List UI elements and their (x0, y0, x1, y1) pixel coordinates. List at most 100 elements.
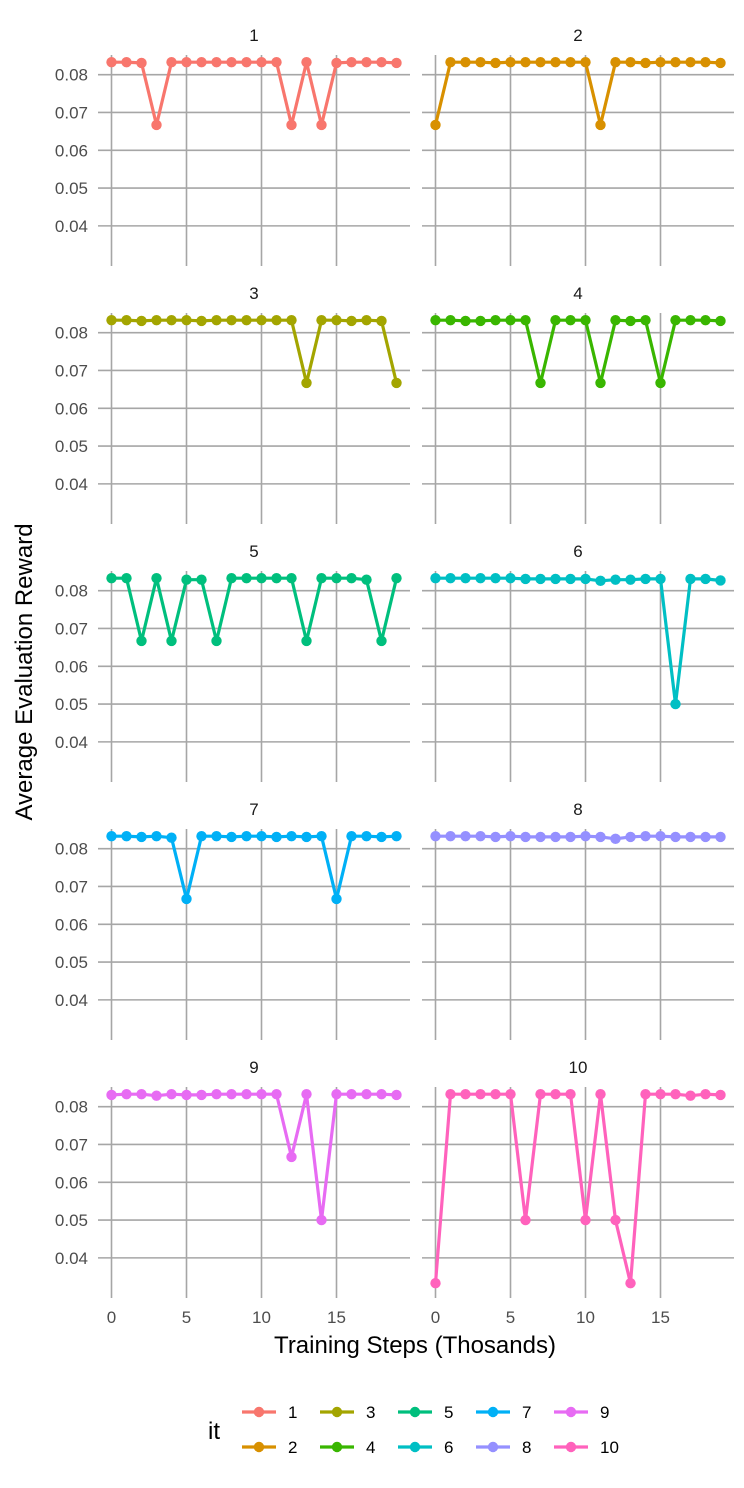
x-tick-label: 5 (506, 1308, 515, 1327)
data-point (685, 1090, 696, 1101)
data-point (121, 314, 132, 326)
data-point (445, 830, 456, 842)
data-point (256, 56, 267, 68)
data-point (256, 830, 267, 842)
data-point (226, 56, 237, 68)
data-point (535, 573, 546, 585)
data-point (520, 314, 531, 326)
data-point (181, 314, 192, 326)
data-point (106, 56, 117, 68)
data-point (565, 314, 576, 326)
data-point (211, 1088, 222, 1100)
data-point (460, 572, 471, 584)
x-tick-label: 10 (576, 1308, 595, 1327)
data-point (391, 572, 402, 584)
y-tick-label: 0.08 (55, 1098, 88, 1117)
data-point (136, 57, 147, 69)
data-point (376, 831, 387, 843)
data-point (121, 56, 132, 68)
data-point (271, 831, 282, 843)
data-point (226, 572, 237, 584)
data-point (286, 314, 297, 326)
data-point (286, 572, 297, 584)
x-axis-title: Training Steps (Thosands) (274, 1332, 556, 1359)
y-tick-label: 0.04 (55, 991, 88, 1010)
data-point (361, 1088, 372, 1100)
data-point (106, 830, 117, 842)
series-line-3 (111, 318, 399, 385)
legend-key-point (487, 1441, 499, 1453)
data-point (700, 573, 711, 585)
data-point (565, 1088, 576, 1100)
y-tick-label: 0.07 (55, 1135, 88, 1154)
data-point (565, 56, 576, 68)
strip-label-9: 9 (249, 1058, 258, 1077)
legend-label: 4 (366, 1438, 375, 1457)
data-point (241, 314, 252, 326)
data-point (670, 831, 681, 843)
y-tick-label: 0.04 (55, 217, 88, 236)
data-point (520, 56, 531, 68)
y-tick-label: 0.05 (55, 1211, 88, 1230)
legend-label: 8 (522, 1438, 531, 1457)
data-point (106, 572, 117, 584)
data-point (136, 831, 147, 843)
y-tick-label: 0.08 (55, 324, 88, 343)
data-point (700, 831, 711, 843)
data-point (121, 572, 132, 584)
data-point (361, 314, 372, 326)
data-point (520, 831, 531, 843)
data-point (301, 635, 312, 647)
data-point (256, 314, 267, 326)
data-point (580, 830, 591, 842)
data-point (331, 893, 342, 905)
data-point (505, 1088, 516, 1100)
legend-key-point (253, 1406, 265, 1418)
data-point (346, 56, 357, 68)
y-axis-title: Average Evaluation Reward (11, 523, 38, 820)
y-tick-label: 0.04 (55, 733, 88, 752)
data-point (286, 119, 297, 131)
y-tick-label: 0.06 (55, 657, 88, 676)
data-point (151, 314, 162, 326)
strip-label-1: 1 (249, 26, 258, 45)
series-line-2 (433, 60, 721, 127)
data-point (376, 315, 387, 327)
data-point (376, 56, 387, 68)
data-point (535, 56, 546, 68)
legend-item-3: 3 (320, 1403, 375, 1422)
data-point (106, 314, 117, 326)
data-point (535, 831, 546, 843)
data-point (331, 1088, 342, 1100)
data-point (685, 56, 696, 68)
data-point (505, 56, 516, 68)
legend-key-point (409, 1441, 421, 1453)
data-point (595, 831, 606, 843)
legend-label: 7 (522, 1403, 531, 1422)
data-point (640, 1088, 651, 1100)
data-point (445, 314, 456, 326)
data-point (241, 56, 252, 68)
data-point (430, 830, 441, 842)
y-tick-label: 0.05 (55, 695, 88, 714)
legend-item-10: 10 (554, 1438, 619, 1457)
data-point (550, 56, 561, 68)
data-point (211, 635, 222, 647)
y-tick-label: 0.05 (55, 179, 88, 198)
data-point (475, 572, 486, 584)
data-point (655, 1088, 666, 1100)
strip-label-3: 3 (249, 284, 258, 303)
data-point (625, 56, 636, 68)
data-point (580, 573, 591, 585)
data-point (136, 1088, 147, 1100)
y-tick-label: 0.04 (55, 475, 88, 494)
legend-key-point (253, 1441, 265, 1453)
series-line-7 (111, 834, 397, 901)
data-point (316, 572, 327, 584)
data-point (121, 1088, 132, 1100)
data-point (490, 831, 501, 843)
y-tick-label: 0.07 (55, 361, 88, 380)
data-point (391, 830, 402, 842)
data-point (331, 57, 342, 69)
data-point (610, 56, 621, 68)
